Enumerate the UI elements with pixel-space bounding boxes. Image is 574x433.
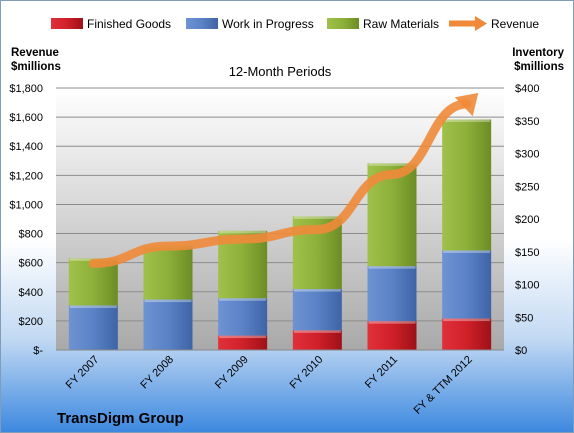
chart-title: 12-Month Periods — [229, 64, 332, 79]
revenue-series-line — [88, 99, 472, 268]
revenue-point — [167, 245, 169, 247]
bar-finished-goods-fy-2009 — [218, 335, 268, 350]
left-tick-label: $400 — [19, 287, 43, 299]
legend-label-revenue: Revenue — [491, 17, 539, 31]
right-tick-label: $250 — [515, 181, 539, 193]
left-tick-label: $1,000 — [9, 199, 43, 211]
bar-finished-goods-fy-ttm-2012 — [442, 318, 492, 350]
revenue-point — [391, 173, 393, 175]
bar-highlight — [69, 305, 117, 308]
bar-highlight — [368, 163, 416, 166]
revenue-point — [466, 103, 468, 105]
bar-highlight — [293, 289, 341, 292]
bar-highlight — [293, 330, 341, 333]
legend-swatch-raw-materials — [327, 18, 359, 29]
left-axis-title-line2: $millions — [11, 61, 61, 73]
revenue-point — [92, 262, 94, 264]
right-axis-ticks: $0 $50 $100 $150 $200 $250 $300 $350 $400 — [515, 83, 539, 357]
legend-swatch-work-in-progress — [186, 18, 218, 29]
bar-finished-goods-fy-2010 — [292, 330, 342, 350]
legend-item-raw-materials: Raw Materials — [327, 17, 439, 31]
bar-work-in-progress-fy-2007 — [68, 305, 118, 350]
left-axis-title-line1: Revenue — [11, 47, 59, 59]
bar-highlight — [368, 321, 416, 324]
legend-swatch-finished-goods — [51, 18, 83, 29]
left-tick-label: $800 — [19, 229, 43, 241]
bar-work-in-progress-fy-2010 — [292, 289, 342, 331]
bar-work-in-progress-fy-2008 — [143, 299, 193, 350]
bar-highlight — [368, 266, 416, 269]
bar-highlight — [219, 298, 267, 301]
legend-item-finished-goods: Finished Goods — [51, 17, 171, 31]
bar-highlight — [219, 230, 267, 234]
legend: Finished Goods Work in Progress Raw Mate… — [51, 16, 539, 31]
bar-finished-goods-fy-2011 — [367, 321, 417, 350]
bar-highlight — [219, 335, 267, 339]
bar-highlight — [144, 299, 192, 303]
legend-label-work-in-progress: Work in Progress — [222, 17, 314, 31]
revenue-line — [88, 93, 479, 268]
right-tick-label: $200 — [515, 214, 539, 226]
bar-work-in-progress-fy-2011 — [367, 266, 417, 322]
bar-raw-materials-fy-2008 — [143, 245, 193, 300]
left-tick-label: $1,800 — [9, 83, 43, 95]
right-tick-label: $0 — [515, 345, 527, 357]
right-tick-label: $400 — [515, 83, 539, 95]
company-name: TransDigm Group — [57, 410, 184, 427]
left-tick-label: $- — [33, 345, 43, 357]
bar-raw-materials-fy-ttm-2012 — [442, 119, 492, 251]
right-tick-label: $100 — [515, 280, 539, 292]
revenue-point — [242, 238, 244, 240]
bar-highlight — [443, 119, 491, 122]
right-axis-title-line1: Inventory — [512, 47, 564, 59]
left-tick-label: $1,600 — [9, 112, 43, 124]
bar-highlight — [293, 216, 341, 219]
legend-item-revenue: Revenue — [449, 16, 539, 31]
left-tick-label: $600 — [19, 258, 43, 270]
right-axis-title-line2: $millions — [514, 61, 564, 73]
left-axis-ticks: $- $200 $400 $600 $800 $1,000 $1,200 $1,400 $1,6… — [9, 83, 43, 357]
legend-label-raw-materials: Raw Materials — [363, 17, 439, 31]
revenue-point — [316, 228, 318, 230]
legend-item-work-in-progress: Work in Progress — [186, 17, 314, 31]
bar-highlight — [443, 318, 491, 322]
bar-highlight — [443, 250, 491, 253]
left-tick-label: $1,400 — [9, 141, 43, 153]
right-tick-label: $300 — [515, 149, 539, 161]
bar-work-in-progress-fy-2009 — [218, 298, 268, 336]
right-tick-label: $350 — [515, 116, 539, 128]
right-tick-label: $50 — [515, 312, 533, 324]
legend-label-finished-goods: Finished Goods — [87, 17, 171, 31]
left-tick-label: $200 — [19, 316, 43, 328]
legend-swatch-revenue-arrow — [475, 16, 487, 31]
bar-work-in-progress-fy-ttm-2012 — [442, 250, 492, 319]
revenue-arrowhead — [454, 93, 479, 117]
right-tick-label: $150 — [515, 247, 539, 259]
left-tick-label: $1,200 — [9, 170, 43, 182]
